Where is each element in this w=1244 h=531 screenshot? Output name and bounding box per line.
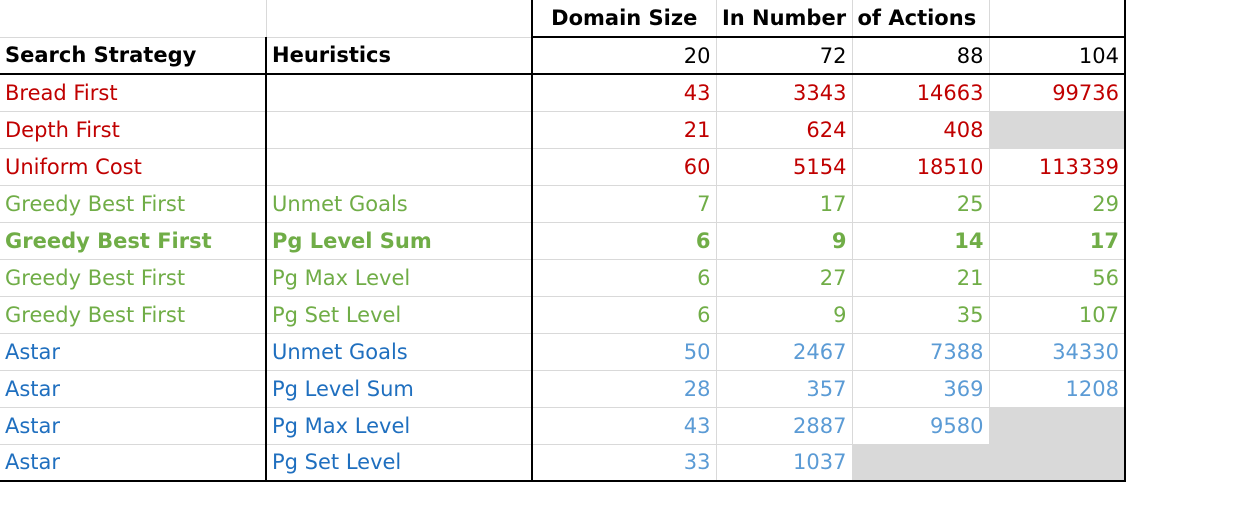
value-cell: 18510 bbox=[852, 148, 990, 186]
table-row: Astar Pg Set Level 33 1037 bbox=[0, 444, 1126, 482]
value-cell: 43 bbox=[531, 407, 717, 445]
domain-size-value: 104 bbox=[989, 37, 1126, 75]
heuristic-cell: Pg Set Level bbox=[265, 444, 533, 482]
value-cell: 7388 bbox=[852, 333, 990, 371]
heuristic-cell: Unmet Goals bbox=[265, 333, 533, 371]
value-cell: 369 bbox=[852, 370, 990, 408]
value-cell: 408 bbox=[852, 111, 990, 149]
results-table: Domain Size In Number of Actions Search … bbox=[0, 0, 1126, 482]
strategy-cell: Greedy Best First bbox=[0, 259, 267, 297]
value-cell: 56 bbox=[989, 259, 1126, 297]
strategy-cell: Greedy Best First bbox=[0, 222, 267, 260]
value-cell: 624 bbox=[716, 111, 853, 149]
heuristic-cell bbox=[265, 74, 533, 112]
in-number-label: In Number bbox=[716, 0, 853, 38]
value-cell: 9 bbox=[716, 222, 853, 260]
table-row: Astar Pg Max Level 43 2887 9580 bbox=[0, 407, 1126, 445]
value-cell: 5154 bbox=[716, 148, 853, 186]
value-cell: 35 bbox=[852, 296, 990, 334]
value-cell: 14663 bbox=[852, 74, 990, 112]
value-cell: 14 bbox=[852, 222, 990, 260]
value-cell: 25 bbox=[852, 185, 990, 223]
value-cell: 1208 bbox=[989, 370, 1126, 408]
value-cell: 107 bbox=[989, 296, 1126, 334]
strategy-cell: Astar bbox=[0, 333, 267, 371]
table-row: Astar Pg Level Sum 28 357 369 1208 bbox=[0, 370, 1126, 408]
value-cell: 6 bbox=[531, 222, 717, 260]
empty-value-cell bbox=[989, 111, 1126, 149]
strategy-cell: Bread First bbox=[0, 74, 267, 112]
heuristic-cell bbox=[265, 111, 533, 149]
table-row-highlighted: Greedy Best First Pg Level Sum 6 9 14 17 bbox=[0, 222, 1126, 260]
heuristic-cell: Pg Level Sum bbox=[265, 370, 533, 408]
strategy-cell: Greedy Best First bbox=[0, 185, 267, 223]
table-row: Greedy Best First Unmet Goals 7 17 25 29 bbox=[0, 185, 1126, 223]
value-cell: 6 bbox=[531, 296, 717, 334]
table-row: Astar Unmet Goals 50 2467 7388 34330 bbox=[0, 333, 1126, 371]
domain-size-value: 72 bbox=[716, 37, 853, 75]
strategy-cell: Uniform Cost bbox=[0, 148, 267, 186]
strategy-cell: Depth First bbox=[0, 111, 267, 149]
heuristic-cell: Pg Max Level bbox=[265, 259, 533, 297]
value-cell: 9 bbox=[716, 296, 853, 334]
value-cell: 60 bbox=[531, 148, 717, 186]
value-cell: 21 bbox=[852, 259, 990, 297]
value-cell: 2467 bbox=[716, 333, 853, 371]
table-row: Uniform Cost 60 5154 18510 113339 bbox=[0, 148, 1126, 186]
heuristic-cell: Unmet Goals bbox=[265, 185, 533, 223]
strategy-cell: Greedy Best First bbox=[0, 296, 267, 334]
value-cell: 33 bbox=[531, 444, 717, 482]
strategy-cell: Astar bbox=[0, 407, 267, 445]
value-cell: 27 bbox=[716, 259, 853, 297]
domain-size-label: Domain Size bbox=[531, 0, 717, 38]
heuristic-cell: Pg Level Sum bbox=[265, 222, 533, 260]
of-actions-label: of Actions bbox=[852, 0, 990, 38]
value-cell: 34330 bbox=[989, 333, 1126, 371]
header-empty-cell bbox=[266, 0, 533, 38]
value-cell: 9580 bbox=[852, 407, 990, 445]
value-cell: 7 bbox=[531, 185, 717, 223]
header-empty-cell bbox=[989, 0, 1126, 38]
domain-size-value: 88 bbox=[852, 37, 990, 75]
value-cell: 3343 bbox=[716, 74, 853, 112]
table-row: Depth First 21 624 408 bbox=[0, 111, 1126, 149]
value-cell: 29 bbox=[989, 185, 1126, 223]
strategy-cell: Astar bbox=[0, 370, 267, 408]
value-cell: 21 bbox=[531, 111, 717, 149]
header-row-top: Domain Size In Number of Actions bbox=[0, 0, 1126, 38]
value-cell: 6 bbox=[531, 259, 717, 297]
table-row: Greedy Best First Pg Max Level 6 27 21 5… bbox=[0, 259, 1126, 297]
heuristic-cell bbox=[265, 148, 533, 186]
heuristics-header: Heuristics bbox=[265, 37, 533, 75]
value-cell: 357 bbox=[716, 370, 853, 408]
value-cell: 1037 bbox=[716, 444, 853, 482]
header-empty-cell bbox=[0, 0, 267, 38]
heuristic-cell: Pg Max Level bbox=[265, 407, 533, 445]
strategy-cell: Astar bbox=[0, 444, 267, 482]
domain-size-value: 20 bbox=[531, 37, 717, 75]
value-cell: 17 bbox=[989, 222, 1126, 260]
value-cell: 43 bbox=[531, 74, 717, 112]
empty-value-cell bbox=[989, 444, 1126, 482]
value-cell: 2887 bbox=[716, 407, 853, 445]
value-cell: 113339 bbox=[989, 148, 1126, 186]
search-strategy-header: Search Strategy bbox=[0, 37, 267, 75]
empty-value-cell bbox=[852, 444, 990, 482]
value-cell: 17 bbox=[716, 185, 853, 223]
value-cell: 28 bbox=[531, 370, 717, 408]
heuristic-cell: Pg Set Level bbox=[265, 296, 533, 334]
header-row-columns: Search Strategy Heuristics 20 72 88 104 bbox=[0, 37, 1126, 75]
table-row: Bread First 43 3343 14663 99736 bbox=[0, 74, 1126, 112]
value-cell: 50 bbox=[531, 333, 717, 371]
table-row: Greedy Best First Pg Set Level 6 9 35 10… bbox=[0, 296, 1126, 334]
value-cell: 99736 bbox=[989, 74, 1126, 112]
empty-value-cell bbox=[989, 407, 1126, 445]
